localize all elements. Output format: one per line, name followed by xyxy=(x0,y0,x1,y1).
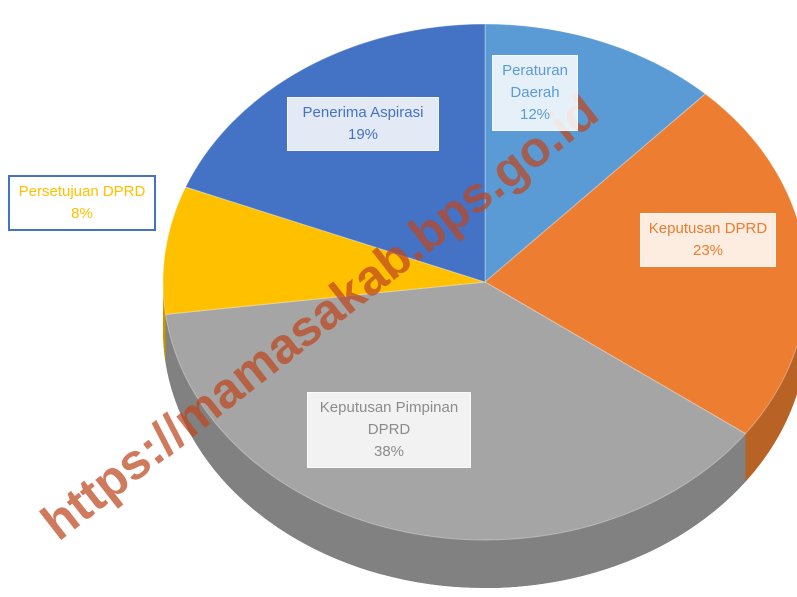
label-percent: 19% xyxy=(347,126,379,143)
pie-slice xyxy=(162,186,486,315)
pie-slice xyxy=(184,23,486,283)
label-percent: 8% xyxy=(71,205,93,222)
label-name: Keputusan Pimpinan DPRD xyxy=(319,399,459,438)
label-name: Penerima Aspirasi xyxy=(302,104,424,121)
label-percent: 12% xyxy=(519,106,551,123)
label-percent: 38% xyxy=(373,443,405,460)
data-label: Persetujuan DPRD 8% xyxy=(8,175,156,231)
label-name: Keputusan DPRD xyxy=(648,220,768,237)
data-label: Penerima Aspirasi 19% xyxy=(287,97,439,151)
data-label: Keputusan DPRD 23% xyxy=(640,213,776,267)
label-percent: 23% xyxy=(692,242,724,259)
label-name: Peraturan Daerah xyxy=(502,62,568,101)
data-label: Keputusan Pimpinan DPRD 38% xyxy=(307,392,471,468)
slice-side xyxy=(163,282,166,363)
slice-side xyxy=(165,314,746,589)
data-label: Peraturan Daerah 12% xyxy=(492,55,578,131)
slice-side xyxy=(745,345,797,482)
label-name: Persetujuan DPRD xyxy=(18,183,146,200)
